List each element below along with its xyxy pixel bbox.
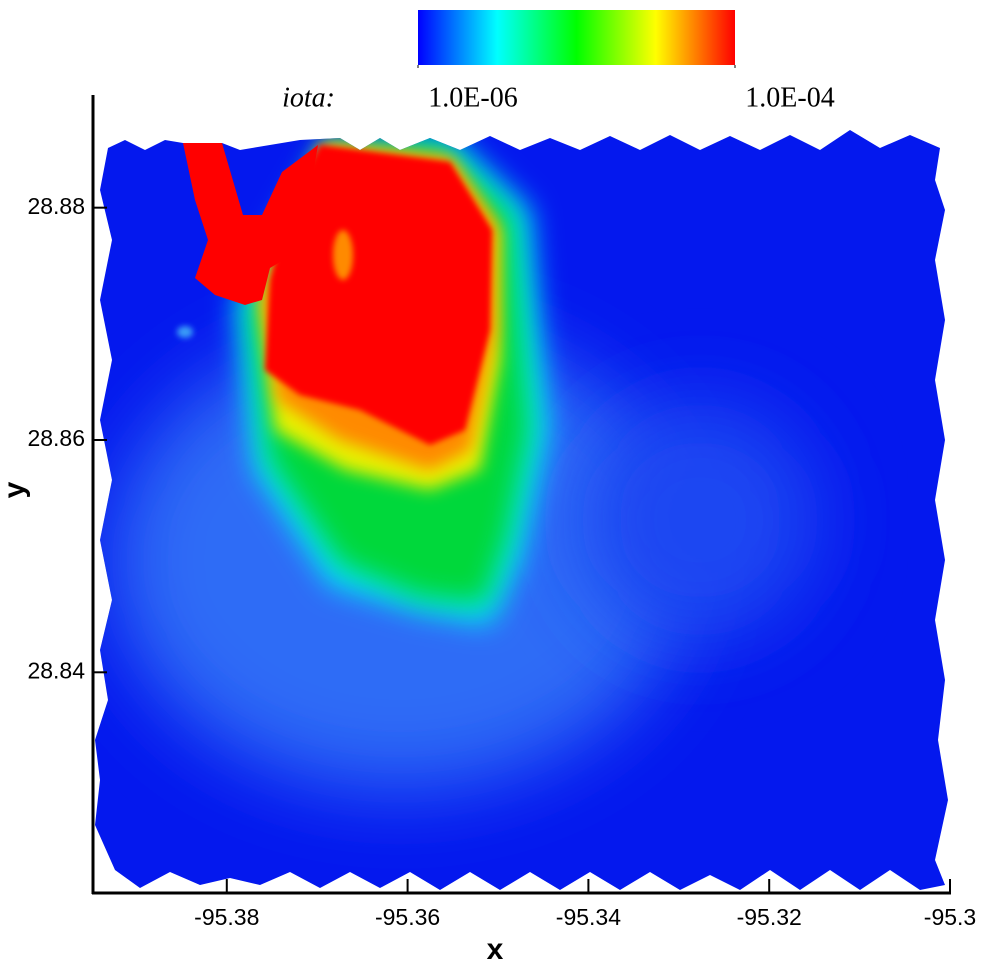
x-axis-title: x — [487, 933, 504, 966]
x-tick-label: -95.38 — [194, 904, 259, 930]
x-tick-label: -95.36 — [375, 904, 440, 930]
x-tick-label: -95.34 — [556, 904, 621, 930]
colorbar-tick-label: 1.0E-06 — [428, 82, 517, 113]
y-tick-label: 28.86 — [27, 425, 85, 451]
colorbar — [418, 10, 735, 65]
colorbar-tick-label: 1.0E-04 — [745, 82, 834, 113]
y-tick-label: 28.88 — [27, 193, 85, 219]
x-tick-label: -95.32 — [737, 904, 802, 930]
x-tick-label: -95.3 — [924, 904, 976, 930]
colorbar-label: iota: — [282, 82, 335, 113]
y-axis-title: y — [0, 481, 31, 498]
contour-field — [95, 130, 948, 890]
y-tick-label: 28.84 — [27, 657, 85, 683]
